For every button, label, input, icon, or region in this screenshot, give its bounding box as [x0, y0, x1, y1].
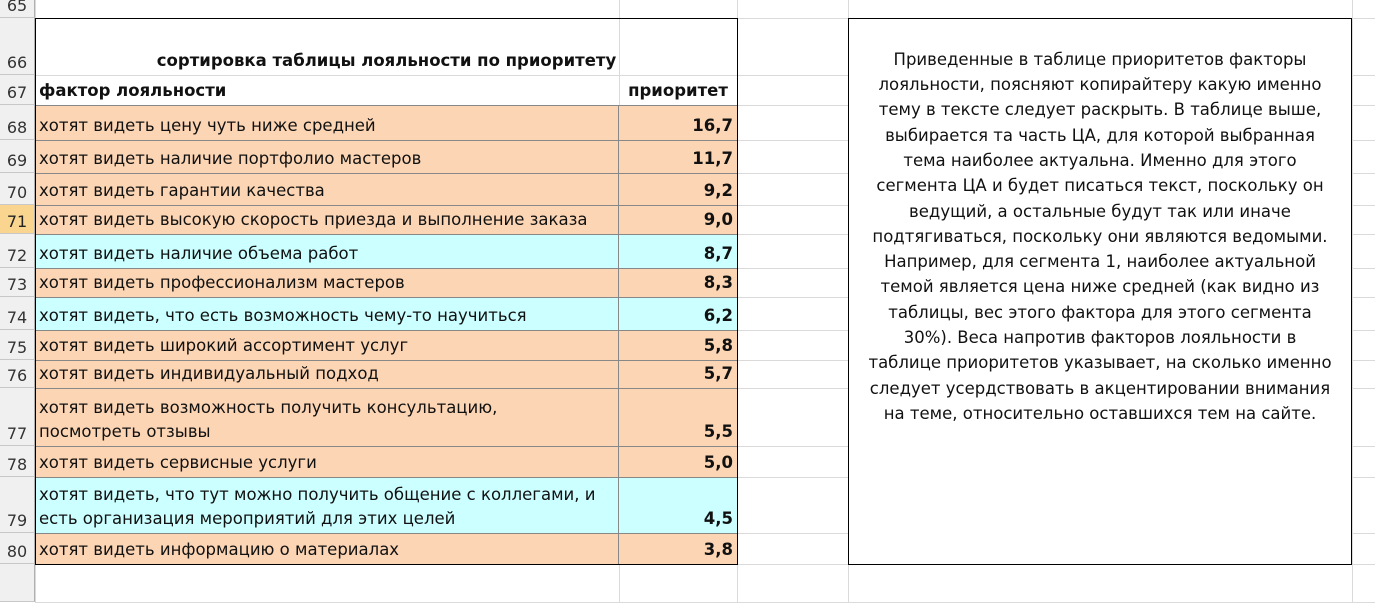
- priority-cell: 5,5: [619, 388, 737, 446]
- text-line: фактор лояльности: [39, 81, 227, 100]
- text-line: 5,7: [703, 364, 733, 383]
- text-line: темой является цена ниже средней (как ви…: [880, 277, 1320, 297]
- text-line: есть организация мероприятий для этих це…: [39, 509, 456, 528]
- row-header[interactable]: 77: [0, 388, 35, 446]
- priority-cell: 16,7: [619, 105, 737, 140]
- row-header[interactable]: 71: [0, 205, 35, 234]
- text-line: тема наиболее актуальна. Именно для этог…: [903, 150, 1297, 170]
- factor-cell: хотят видеть цену чуть ниже средней: [35, 105, 619, 140]
- text-line: хотят видеть гарантии качества: [39, 181, 325, 200]
- text-line: 9,2: [703, 181, 733, 200]
- text-line: хотят видеть наличие объема работ: [39, 244, 359, 263]
- header-cell: приоритет: [619, 75, 737, 105]
- factor-cell: хотят видеть высокую скорость приезда и …: [35, 205, 619, 234]
- text-line: 5,5: [703, 422, 733, 441]
- row-header[interactable]: 70: [0, 173, 35, 205]
- row-header[interactable]: 69: [0, 140, 35, 173]
- header-cell: фактор лояльности: [35, 75, 619, 105]
- text-line: 3,8: [703, 540, 733, 559]
- row-header[interactable]: 68: [0, 105, 35, 140]
- text-line: 5,0: [703, 453, 733, 472]
- text-line: хотят видеть индивидуальный подход: [39, 364, 379, 383]
- text-line: выбирается та часть ЦА, для которой выбр…: [885, 125, 1315, 145]
- text-line: 16,7: [692, 116, 733, 135]
- text-line: хотят видеть информацию о материалах: [39, 540, 400, 559]
- priority-cell: 6,2: [619, 297, 737, 330]
- row-header[interactable]: 80: [0, 533, 35, 564]
- text-line: Например, для сегмента 1, наиболее актуа…: [884, 252, 1316, 272]
- factor-cell: хотят видеть индивидуальный подход: [35, 360, 619, 388]
- row-header: [0, 564, 35, 602]
- row-header[interactable]: 79: [0, 477, 35, 533]
- row-header[interactable]: 66: [0, 18, 35, 75]
- row-header[interactable]: 75: [0, 330, 35, 360]
- priority-cell: 4,5: [619, 477, 737, 533]
- priority-cell: 8,7: [619, 234, 737, 268]
- text-line: посмотреть отзывы: [39, 422, 211, 441]
- text-line: сегмента ЦА и будет писаться текст, поск…: [876, 176, 1324, 196]
- text-line: лояльности, поясняют копирайтеру какую и…: [878, 75, 1322, 95]
- factor-cell: хотят видеть гарантии качества: [35, 173, 619, 205]
- note-box: Приведенные в таблице приоритетов фактор…: [848, 18, 1352, 565]
- grid-line: [1352, 0, 1353, 602]
- priority-cell: 9,0: [619, 205, 737, 234]
- text-line: 8,3: [703, 273, 733, 292]
- text-line: хотят видеть широкий ассортимент услуг: [39, 336, 409, 355]
- factor-cell: хотят видеть профессионализм мастеров: [35, 268, 619, 297]
- text-line: сортировка таблицы лояльности по приорит…: [156, 51, 617, 70]
- priority-cell: 8,3: [619, 268, 737, 297]
- row-header[interactable]: 78: [0, 446, 35, 477]
- text-line: хотят видеть сервисные услуги: [39, 453, 317, 472]
- factor-cell: хотят видеть сервисные услуги: [35, 446, 619, 477]
- text-line: 30%). Веса напротив факторов лояльности …: [903, 328, 1297, 348]
- row-header[interactable]: 72: [0, 234, 35, 268]
- row-header[interactable]: 65: [0, 0, 35, 18]
- factor-cell: хотят видеть широкий ассортимент услуг: [35, 330, 619, 360]
- text-line: приоритет: [628, 81, 728, 100]
- grid-line: [35, 75, 1375, 76]
- text-line: хотят видеть наличие портфолио мастеров: [39, 149, 422, 168]
- priority-cell: 11,7: [619, 140, 737, 173]
- text-line: таблице приоритетов указывает, на скольк…: [868, 353, 1332, 373]
- text-line: 5,8: [703, 336, 733, 355]
- text-line: тему в тексте следует раскрыть. В таблиц…: [878, 100, 1322, 120]
- priority-cell: 9,2: [619, 173, 737, 205]
- text-line: Приведенные в таблице приоритетов фактор…: [893, 49, 1307, 69]
- text-line: ведущий, а остальные будут так или иначе: [909, 201, 1291, 221]
- text-line: хотят видеть профессионализм мастеров: [39, 273, 405, 292]
- text-line: хотят видеть, что есть возможность чему-…: [39, 306, 527, 325]
- factor-cell: хотят видеть наличие портфолио мастеров: [35, 140, 619, 173]
- text-line: 9,0: [703, 210, 733, 229]
- text-line: на теме, относительно оставшихся тем на …: [883, 403, 1317, 423]
- table-border: [35, 18, 738, 565]
- text-line: 11,7: [692, 149, 733, 168]
- priority-cell: 5,0: [619, 446, 737, 477]
- text-line: 4,5: [703, 509, 733, 528]
- text-line: хотят видеть цену чуть ниже средней: [39, 116, 376, 135]
- table-title: сортировка таблицы лояльности по приорит…: [35, 18, 738, 75]
- row-header[interactable]: 74: [0, 297, 35, 330]
- text-line: хотят видеть, что тут можно получить общ…: [39, 485, 596, 504]
- priority-cell: 5,7: [619, 360, 737, 388]
- text-line: подтягиваться, поскольку они являются ве…: [872, 226, 1328, 246]
- row-header[interactable]: 76: [0, 360, 35, 388]
- factor-cell: хотят видеть информацию о материалах: [35, 533, 619, 564]
- factor-cell: хотят видеть, что тут можно получить общ…: [35, 477, 619, 533]
- text-line: хотят видеть высокую скорость приезда и …: [39, 210, 588, 229]
- row-header[interactable]: 67: [0, 75, 35, 105]
- factor-cell: хотят видеть, что есть возможность чему-…: [35, 297, 619, 330]
- factor-cell: хотят видеть наличие объема работ: [35, 234, 619, 268]
- factor-cell: хотят видеть возможность получить консул…: [35, 388, 619, 446]
- text-line: хотят видеть возможность получить консул…: [39, 398, 498, 417]
- priority-cell: 3,8: [619, 533, 737, 564]
- row-header[interactable]: 73: [0, 268, 35, 297]
- text-line: таблицы, вес этого фактора для этого сег…: [888, 302, 1312, 322]
- text-line: 6,2: [703, 306, 733, 325]
- text-line: следует усердствовать в акцентировании в…: [869, 378, 1331, 398]
- text-line: 8,7: [703, 244, 733, 263]
- priority-cell: 5,8: [619, 330, 737, 360]
